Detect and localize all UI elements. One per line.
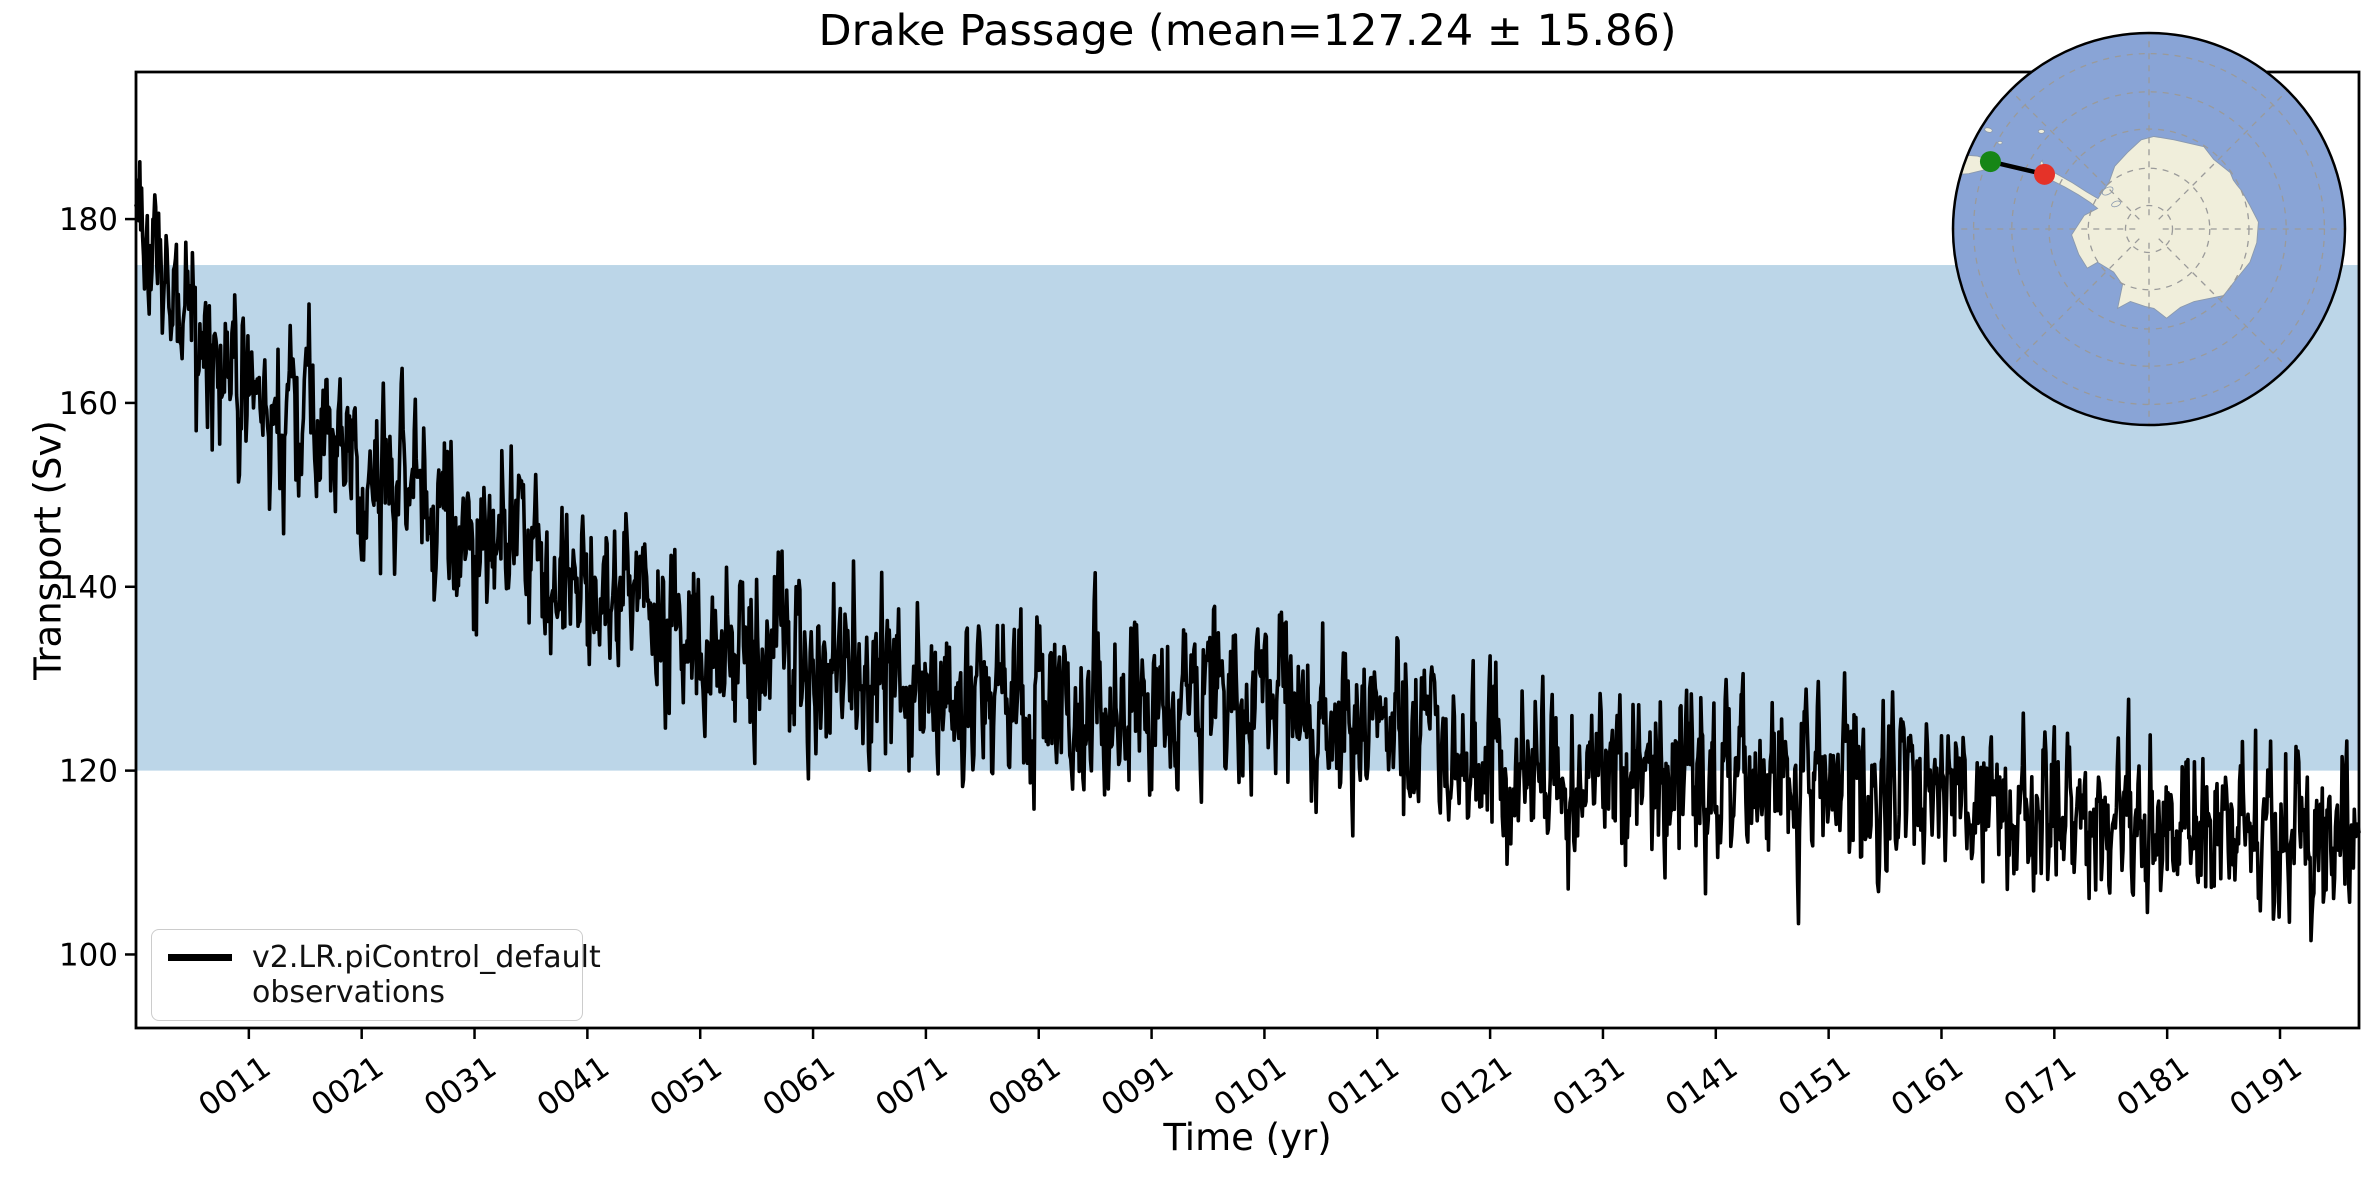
transect-start-dot: [1979, 151, 2001, 173]
legend-entry-observations: observations: [168, 975, 566, 1010]
x-tick-label: 0071: [869, 1049, 954, 1124]
x-tick-label: 0091: [1095, 1049, 1180, 1124]
observations-patch-swatch: [168, 979, 232, 1007]
map-border: [1951, 31, 2347, 427]
island: [2037, 129, 2045, 134]
x-tick-label: 0031: [418, 1049, 503, 1124]
x-tick-label: 0171: [1998, 1049, 2083, 1124]
x-tick-label: 0021: [305, 1049, 390, 1124]
x-tick-label: 0101: [1208, 1049, 1293, 1124]
island: [2111, 200, 2121, 208]
island: [1984, 127, 1993, 133]
legend-label-observations: observations: [252, 975, 446, 1010]
y-tick-label: 140: [59, 570, 118, 606]
x-tick-label: 0131: [1546, 1049, 1631, 1124]
y-tick-label: 180: [59, 202, 118, 238]
chart-title: Drake Passage (mean=127.24 ± 15.86): [818, 6, 1677, 56]
model-line-swatch: [168, 954, 232, 961]
x-tick-label: 0051: [644, 1049, 729, 1124]
x-tick-label: 0121: [1433, 1049, 1518, 1124]
x-axis-label: Time (yr): [1163, 1116, 1332, 1159]
x-tick-label: 0181: [2110, 1049, 2195, 1124]
island: [1997, 140, 2003, 145]
model-timeseries-line: [134, 160, 2361, 943]
x-tick-label: 0161: [1885, 1049, 1970, 1124]
antarctica-inset-map: [1951, 31, 2347, 427]
x-tick-label: 0041: [531, 1049, 616, 1124]
x-tick-label: 0141: [1659, 1049, 1744, 1124]
legend-entry-model: v2.LR.piControl_default: [168, 940, 601, 975]
transect-end-dot: [2034, 163, 2056, 185]
x-tick-label: 0111: [1321, 1049, 1406, 1124]
legend-label-model: v2.LR.piControl_default: [252, 940, 601, 975]
x-tick-label: 0151: [1772, 1049, 1857, 1124]
y-tick-label: 100: [59, 937, 118, 973]
y-tick-label: 120: [59, 754, 118, 790]
legend: v2.LR.piControl_default observations: [151, 929, 601, 1021]
x-tick-label: 0191: [2223, 1049, 2308, 1124]
latitude-gridline: [2087, 167, 2211, 291]
x-tick-label: 0061: [756, 1049, 841, 1124]
x-tick-label: 0011: [192, 1049, 277, 1124]
latitude-gridline: [2124, 204, 2174, 254]
island: [2101, 186, 2114, 196]
y-axis-label: Transport (Sv): [26, 420, 70, 680]
axes-spines: [134, 70, 2361, 1030]
y-tick-label: 160: [59, 386, 118, 422]
x-tick-label: 0081: [982, 1049, 1067, 1124]
